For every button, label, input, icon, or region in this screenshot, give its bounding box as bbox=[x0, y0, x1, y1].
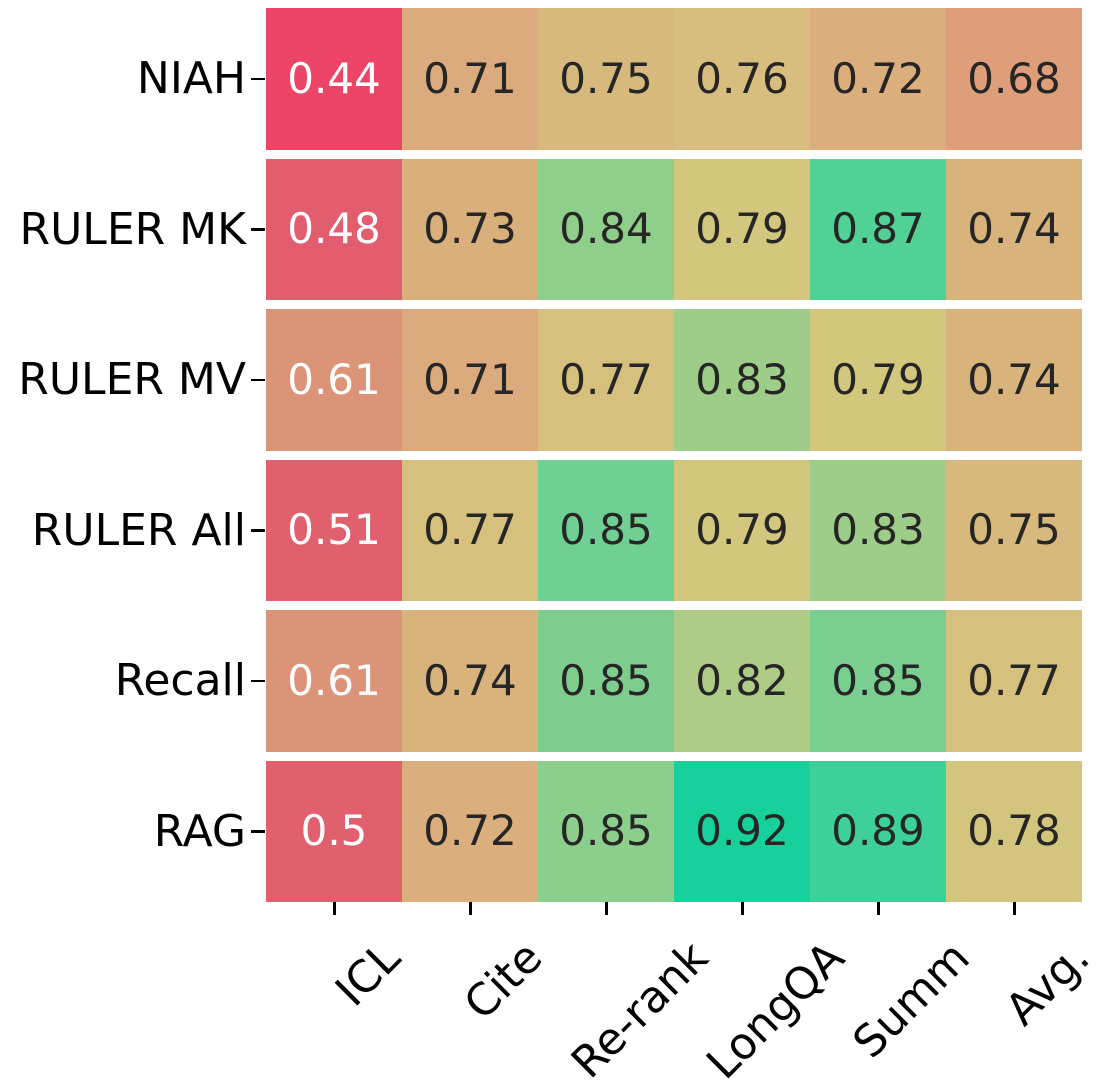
y-tick-mark bbox=[251, 529, 265, 532]
heatmap-cell: 0.77 bbox=[402, 459, 538, 601]
column-label: Cite bbox=[454, 932, 553, 1030]
heatmap-cell: 0.78 bbox=[946, 760, 1082, 902]
heatmap-cell: 0.73 bbox=[402, 158, 538, 300]
y-tick-mark bbox=[251, 830, 265, 833]
heatmap-cell: 0.5 bbox=[266, 760, 402, 902]
y-tick-mark bbox=[251, 228, 265, 231]
column-label: LongQA bbox=[697, 932, 855, 1090]
row-label: NIAH bbox=[136, 53, 246, 105]
heatmap-cell: 0.74 bbox=[946, 158, 1082, 300]
heatmap-cell: 0.85 bbox=[538, 610, 674, 752]
x-tick-mark bbox=[1012, 902, 1016, 915]
column-label: Re-rank bbox=[561, 932, 718, 1089]
heatmap-cell: 0.82 bbox=[674, 610, 810, 752]
heatmap-cell: 0.77 bbox=[538, 309, 674, 451]
y-tick-mark bbox=[251, 679, 265, 682]
heatmap-cell: 0.84 bbox=[538, 158, 674, 300]
heatmap-cell: 0.92 bbox=[674, 760, 810, 902]
row-label: RULER All bbox=[31, 504, 246, 556]
heatmap-cell: 0.74 bbox=[946, 309, 1082, 451]
heatmap-cell: 0.48 bbox=[266, 158, 402, 300]
y-tick-mark bbox=[251, 378, 265, 381]
heatmap-cell: 0.85 bbox=[538, 760, 674, 902]
heatmap-cell: 0.72 bbox=[402, 760, 538, 902]
row-label: RULER MK bbox=[19, 203, 246, 255]
heatmap-cell: 0.71 bbox=[402, 309, 538, 451]
row-label: RAG bbox=[153, 805, 246, 857]
row-label: RULER MV bbox=[18, 354, 246, 406]
column-label: Summ bbox=[843, 932, 980, 1069]
row-label: Recall bbox=[114, 655, 246, 707]
heatmap-cell: 0.75 bbox=[538, 8, 674, 150]
heatmap-cell: 0.83 bbox=[810, 459, 946, 601]
heatmap-cell: 0.89 bbox=[810, 760, 946, 902]
heatmap-grid: 0.44 0.71 0.75 0.76 0.72 0.68 0.48 0.73 0.84 0.79… bbox=[266, 8, 1082, 902]
x-tick-mark bbox=[604, 902, 608, 915]
heatmap-cell: 0.77 bbox=[946, 610, 1082, 752]
heatmap-cell: 0.44 bbox=[266, 8, 402, 150]
heatmap-cell: 0.51 bbox=[266, 459, 402, 601]
heatmap-cell: 0.74 bbox=[402, 610, 538, 752]
heatmap-cell: 0.72 bbox=[810, 8, 946, 150]
heatmap-cell: 0.83 bbox=[674, 309, 810, 451]
heatmap-cell: 0.75 bbox=[946, 459, 1082, 601]
heatmap-cell: 0.85 bbox=[538, 459, 674, 601]
heatmap-cell: 0.61 bbox=[266, 610, 402, 752]
x-tick-mark bbox=[740, 902, 744, 915]
heatmap-cell: 0.71 bbox=[402, 8, 538, 150]
x-tick-mark bbox=[468, 902, 472, 915]
heatmap-cell: 0.85 bbox=[810, 610, 946, 752]
column-label: Avg. bbox=[996, 932, 1100, 1036]
heatmap-cell: 0.79 bbox=[674, 158, 810, 300]
x-tick-mark bbox=[332, 902, 336, 915]
x-tick-mark bbox=[876, 902, 880, 915]
heatmap-cell: 0.87 bbox=[810, 158, 946, 300]
column-label: ICL bbox=[325, 932, 410, 1017]
heatmap-cell: 0.79 bbox=[674, 459, 810, 601]
heatmap-cell: 0.68 bbox=[946, 8, 1082, 150]
heatmap-cell: 0.79 bbox=[810, 309, 946, 451]
heatmap-cell: 0.76 bbox=[674, 8, 810, 150]
heatmap-cell: 0.61 bbox=[266, 309, 402, 451]
y-tick-mark bbox=[251, 77, 265, 80]
